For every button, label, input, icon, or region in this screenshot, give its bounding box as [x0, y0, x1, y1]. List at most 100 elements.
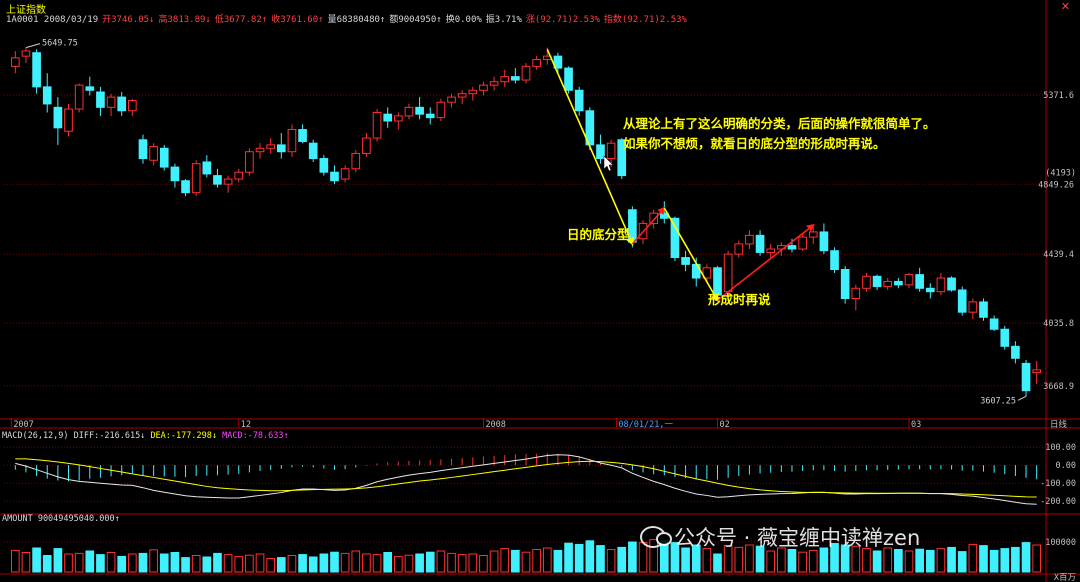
candle-body [96, 91, 105, 108]
info-item: 开3746.05↓ [102, 15, 155, 25]
low-price-label: 3607.25 [980, 396, 1016, 406]
candle-body [372, 111, 382, 139]
candle [511, 68, 520, 84]
candle [925, 283, 935, 299]
candle [128, 98, 137, 116]
candle-body [117, 96, 127, 112]
candle-body [159, 147, 169, 168]
candle-body [862, 275, 871, 289]
candle-body [489, 81, 499, 86]
info-item: 换0.00% [445, 15, 482, 25]
candle [596, 134, 605, 164]
amount-bar [319, 553, 329, 573]
candle-body [819, 231, 829, 252]
amount-bar [979, 545, 988, 573]
candle-body [181, 180, 190, 194]
amount-bar [606, 549, 616, 573]
candle [436, 98, 446, 121]
candle-body [989, 318, 999, 330]
info-item: 高3813.89↓ [158, 15, 211, 25]
candle [479, 81, 488, 96]
candle-body [564, 67, 573, 91]
candle [276, 132, 286, 159]
amount-bar [617, 546, 627, 573]
watermark: 公众号 · 薇宝缠中读禅zen [640, 522, 920, 552]
macd-tick-label: -200.00 [1040, 497, 1076, 507]
candle [138, 134, 148, 164]
candle [245, 148, 254, 176]
amount-bar [808, 549, 818, 573]
price-tick-label: 4035.8 [1043, 319, 1074, 329]
amount-bar [925, 549, 935, 573]
amount-bar [787, 549, 797, 573]
amount-bar [117, 555, 127, 573]
amount-bar [670, 542, 680, 573]
candle-body [330, 171, 339, 182]
candle-body [74, 84, 84, 110]
candle-body [968, 301, 978, 313]
candle [606, 139, 616, 168]
amount-bar [10, 549, 20, 573]
candle [702, 264, 712, 284]
candle [10, 51, 20, 74]
xaxis-tick-label: 12 [241, 420, 251, 430]
info-item: 涨(92.71)2.53% [525, 15, 600, 25]
candle-body [32, 52, 41, 88]
candle [553, 52, 563, 74]
candle-body [213, 175, 222, 185]
candle-body [872, 275, 882, 288]
candle-body [766, 248, 776, 253]
amount-bar [691, 544, 701, 573]
xaxis-tick-label: 02 [720, 420, 730, 430]
candle-body [894, 280, 903, 286]
info-item: 1A0001 2008/03/19 [6, 15, 99, 25]
candle-body [532, 59, 541, 67]
candle [234, 168, 244, 183]
candle-body [53, 106, 63, 129]
candle-body [851, 287, 861, 300]
price-tick-label: 3668.9 [1043, 382, 1074, 392]
amount-bar [425, 551, 435, 573]
amount-bar [851, 545, 861, 573]
amount-bar [702, 548, 712, 573]
candle [85, 76, 95, 96]
amount-bar [819, 547, 829, 573]
amount-bar [511, 549, 520, 573]
amount-bar [298, 554, 307, 573]
amount-bar [202, 556, 212, 573]
amount-bar [138, 552, 148, 573]
candle-body [128, 100, 137, 112]
amount-bar [628, 541, 637, 573]
amount-bar [489, 550, 499, 573]
candle [425, 107, 435, 125]
candle [21, 47, 31, 63]
candle-body [723, 253, 733, 293]
candle-body [479, 84, 488, 91]
low-marker-line [1017, 395, 1027, 401]
candle-body [457, 93, 467, 98]
candle-body [681, 257, 690, 265]
macd-dea-value: DEA:-177.298↓ [150, 431, 217, 441]
annotation-text-1: 从理论上有了这么明确的分类，后面的操作就很简单了。 [623, 116, 936, 131]
amount-bar [894, 549, 903, 573]
amount-bar [989, 549, 999, 573]
candle-body [883, 280, 893, 288]
amount-bar [915, 548, 924, 573]
candle-body [436, 101, 446, 119]
info-item: 额9004950↑ [389, 15, 442, 25]
price-tick-label: 4849.26 [1038, 180, 1074, 190]
candle [894, 278, 903, 289]
amount-bar [1032, 544, 1042, 573]
candle-body [447, 96, 456, 103]
amount-tick-label: 100000 [1045, 538, 1076, 548]
candle [819, 223, 829, 255]
candle-body [702, 267, 712, 279]
trend-arrow [631, 206, 666, 245]
candle-body [383, 113, 393, 122]
amount-bar [872, 550, 882, 573]
amount-bar [181, 557, 190, 573]
close-icon[interactable]: ✕ [1060, 0, 1070, 13]
amount-bar [32, 547, 41, 573]
amount-header: AMOUNT 90049495040.000↑ [2, 514, 120, 524]
amount-bar [351, 550, 361, 573]
